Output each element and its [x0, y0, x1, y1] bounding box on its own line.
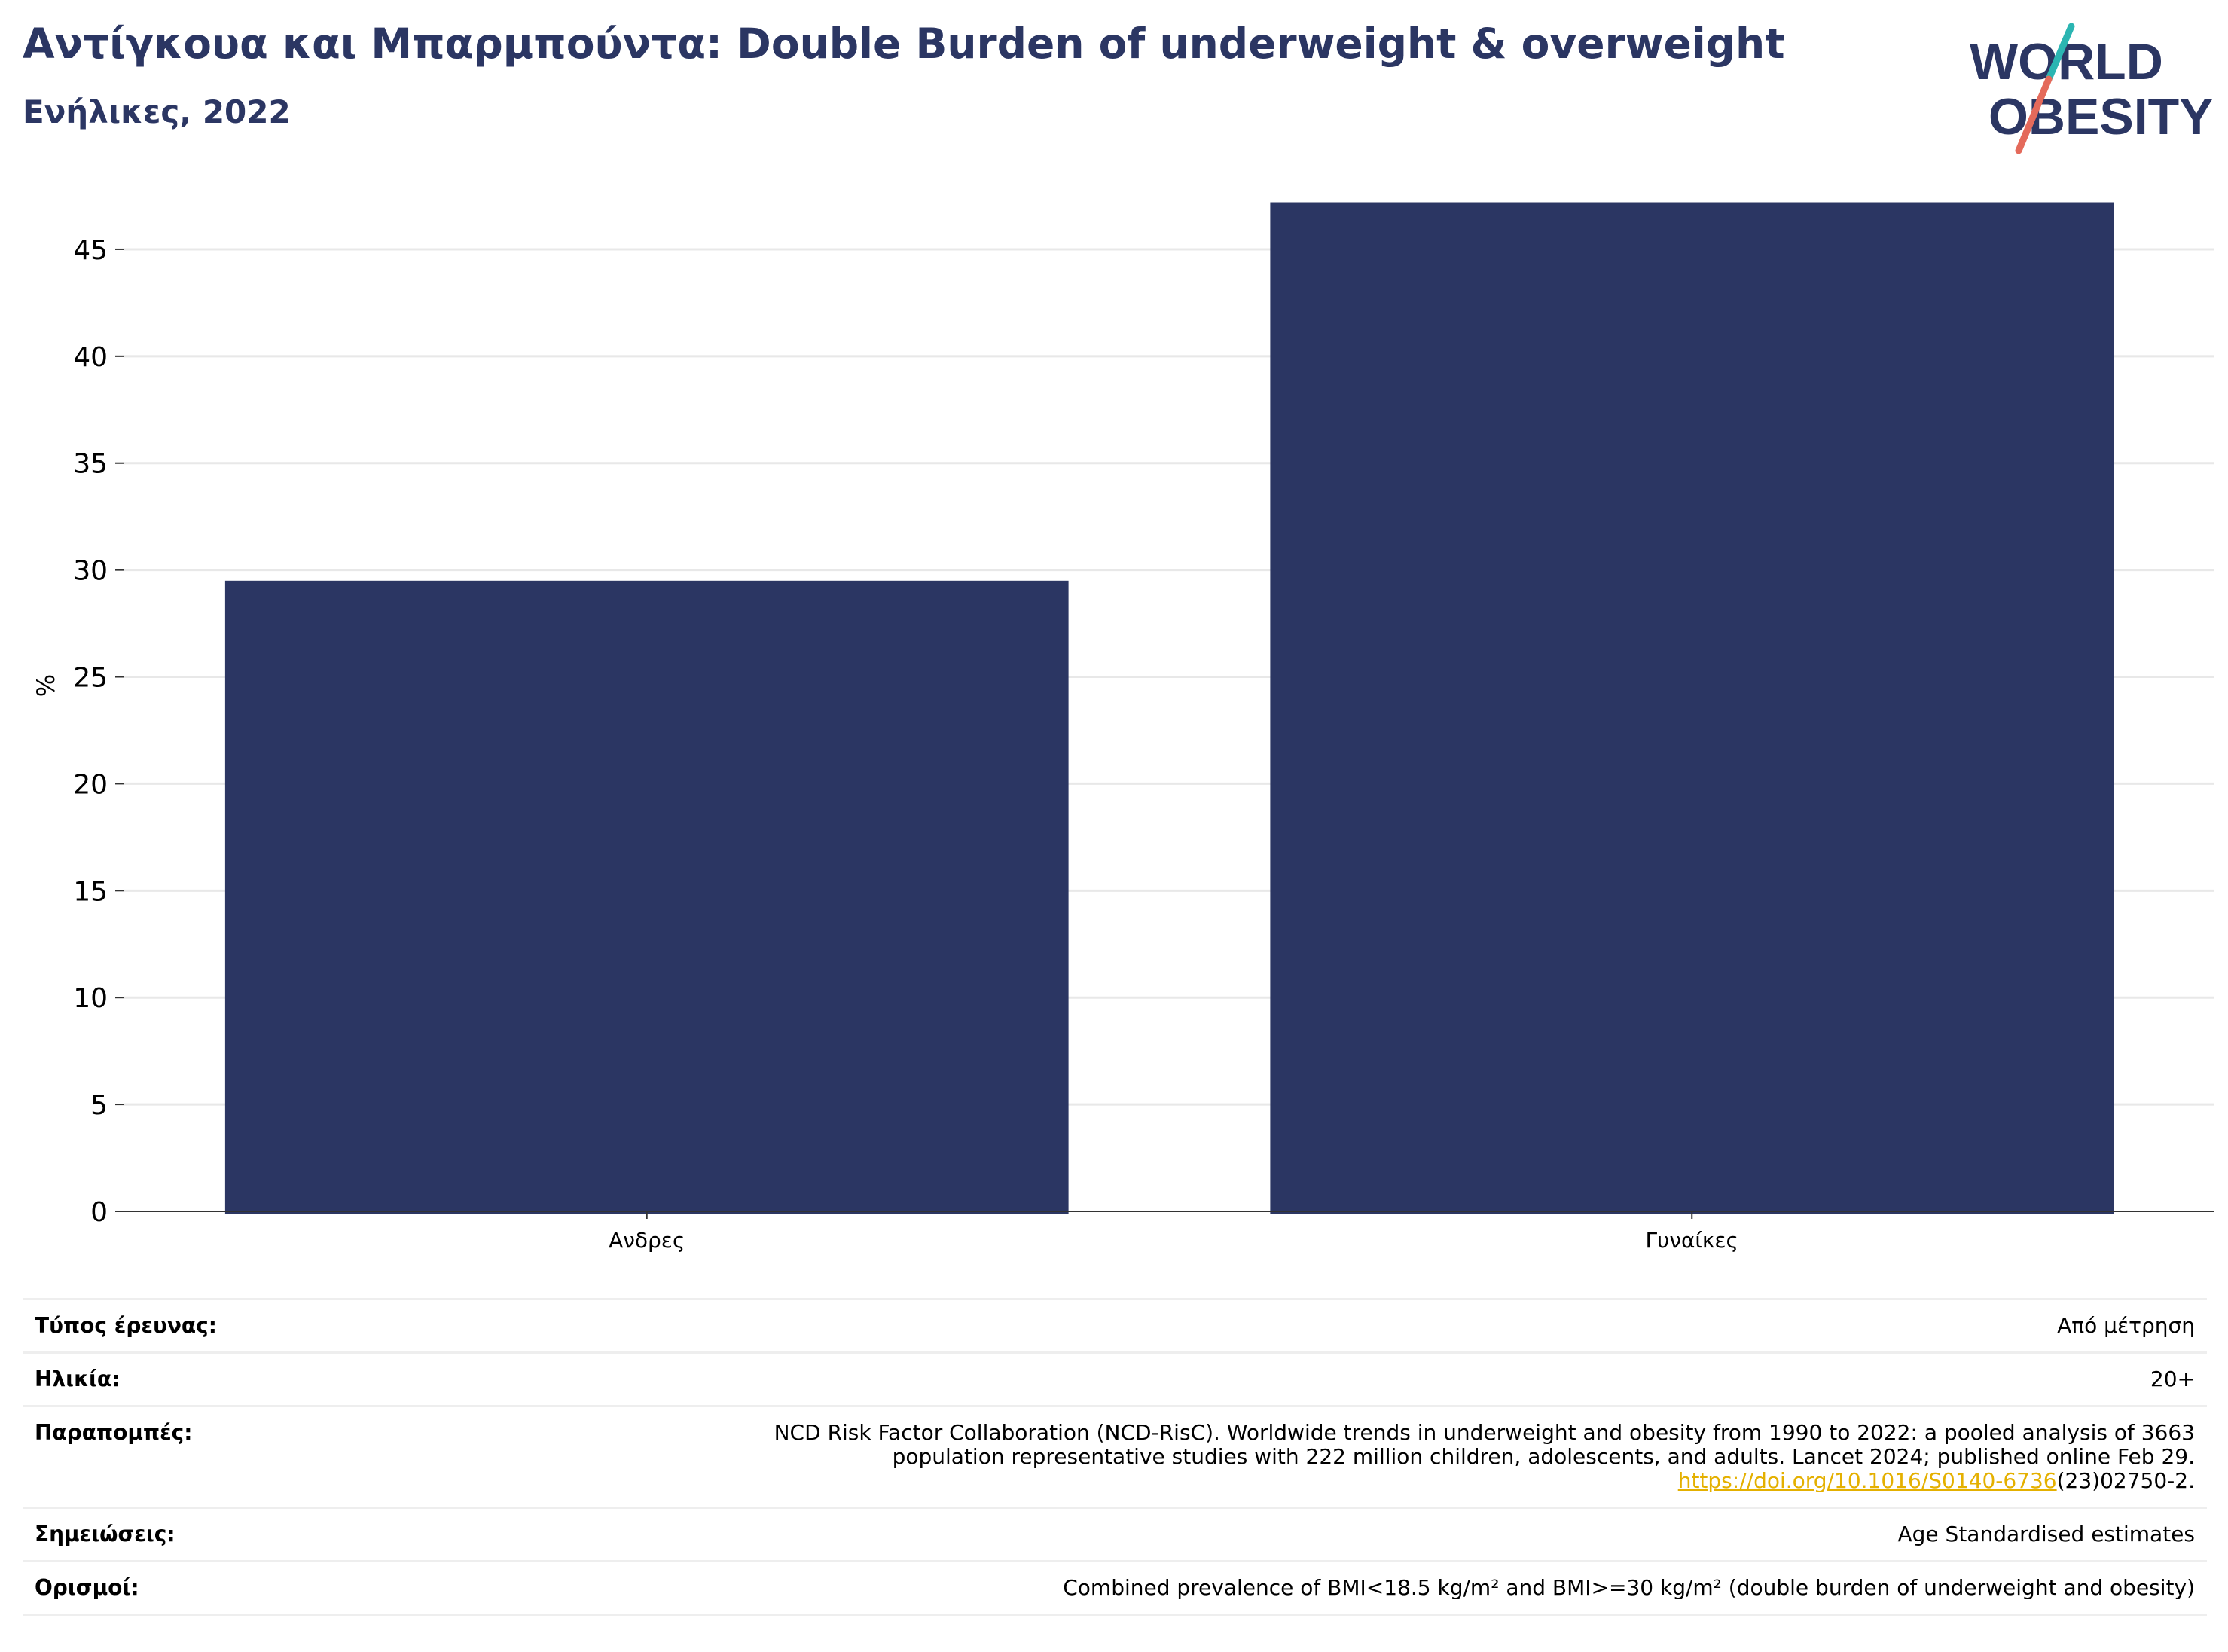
references-doi-suffix: (23)02750-2. [2056, 1468, 2195, 1493]
info-row-notes: Σημειώσεις: Age Standardised estimates [23, 1507, 2207, 1560]
logo-slash-red [2015, 75, 2053, 154]
axes: 0 5 10 15 20 25 30 35 40 45 Ανδρες Γυναίκες [73, 235, 2214, 1253]
info-row-references: Παραπομπές: NCD Risk Factor Collaboratio… [23, 1405, 2207, 1507]
x-tick-label: Ανδρες [609, 1228, 685, 1253]
references-value: NCD Risk Factor Collaboration (NCD-RisC)… [774, 1421, 2195, 1493]
y-tick-label: 10 [73, 983, 108, 1014]
y-tick-label: 20 [73, 769, 108, 800]
y-tick-label: 30 [73, 556, 108, 587]
notes-value: Age Standardised estimates [1897, 1522, 2195, 1547]
y-tick-label: 15 [73, 876, 108, 907]
logo-slash-teal [2045, 23, 2075, 83]
references-doi-link[interactable]: https://doi.org/10.1016/S0140-6736 [1677, 1468, 2057, 1493]
y-tick-label: 45 [73, 235, 108, 266]
info-row-definitions: Ορισμοί: Combined prevalence of BMI<18.5… [23, 1560, 2207, 1616]
references-label: Παραπομπές: [35, 1420, 193, 1445]
survey-type-value: Από μέτρηση [2057, 1313, 2195, 1338]
y-tick-label: 40 [73, 342, 108, 373]
references-line-1: NCD Risk Factor Collaboration (NCD-RisC)… [774, 1420, 2195, 1445]
info-table: Τύπος έρευνας: Από μέτρηση Ηλικία: 20+ Π… [23, 1298, 2207, 1616]
info-row-age: Ηλικία: 20+ [23, 1351, 2207, 1405]
bars [224, 202, 2114, 1214]
y-tick-label: 5 [90, 1090, 108, 1121]
survey-type-label: Τύπος έρευνας: [35, 1313, 217, 1338]
references-line-2: population representative studies with 2… [892, 1444, 2195, 1469]
y-tick-label: 0 [90, 1197, 108, 1228]
age-label: Ηλικία: [35, 1366, 121, 1391]
y-axis-label: % [32, 674, 60, 697]
y-tick-label: 35 [73, 449, 108, 480]
age-value: 20+ [2150, 1366, 2195, 1391]
bar-chart: 0 5 10 15 20 25 30 35 40 45 Ανδρες Γυναίκες % [32, 202, 2214, 1253]
y-tick-label: 25 [73, 663, 108, 694]
definitions-label: Ορισμοί: [35, 1575, 139, 1600]
notes-label: Σημειώσεις: [35, 1522, 175, 1547]
x-tick-label: Γυναίκες [1646, 1228, 1738, 1253]
bar [224, 580, 1069, 1214]
definitions-value: Combined prevalence of BMI<18.5 kg/m² an… [1063, 1575, 2195, 1600]
chart-title: Αντίγκουα και Μπαρμπούντα: Double Burden… [23, 20, 1785, 68]
chart-subtitle: Ενήλικες, 2022 [23, 93, 291, 130]
bar [1270, 202, 2114, 1214]
world-obesity-logo: WORLD OBESITY [1970, 23, 2214, 154]
info-row-survey-type: Τύπος έρευνας: Από μέτρηση [23, 1298, 2207, 1351]
